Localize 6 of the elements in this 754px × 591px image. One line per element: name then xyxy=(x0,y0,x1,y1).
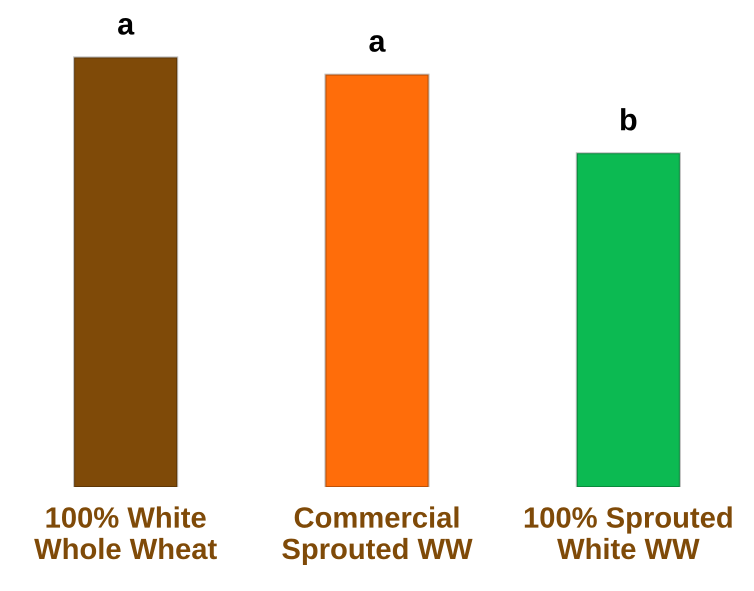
x-tick-label: 100% Sprouted White WW xyxy=(524,506,732,560)
annotation: a xyxy=(118,18,134,35)
annotation: b xyxy=(621,108,636,131)
annotation: a xyxy=(369,35,386,52)
x-tick-label: 100% White Whole Wheat xyxy=(34,506,217,560)
x-tick-label: Commercial Sprouted WW xyxy=(282,506,473,566)
